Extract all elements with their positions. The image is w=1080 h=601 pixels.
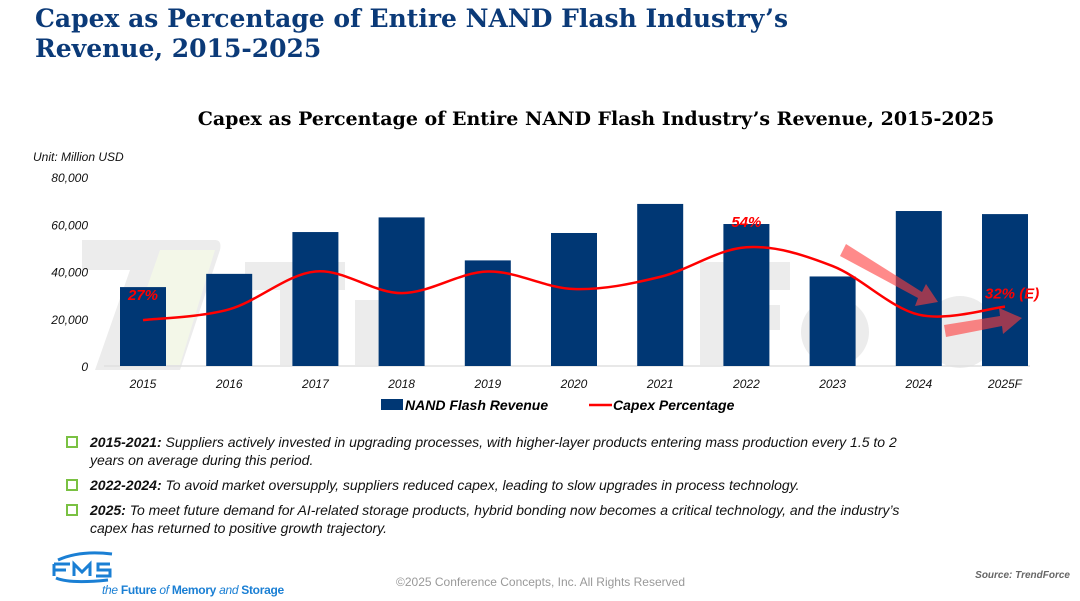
bullet-text: Suppliers actively invested in upgrading… <box>90 434 897 468</box>
up-trend-arrow <box>944 308 1022 337</box>
revenue-bar <box>723 224 770 366</box>
y-tick-label: 20,000 <box>50 313 88 327</box>
revenue-bar <box>982 214 1028 366</box>
legend: NAND Flash Revenue Capex Percentage <box>381 397 735 413</box>
x-tick-label: 2025F <box>987 377 1023 391</box>
legend-swatch-revenue <box>381 399 403 410</box>
x-tick-label: 2020 <box>560 377 588 391</box>
revenue-bar <box>464 260 511 366</box>
legend-label-revenue: NAND Flash Revenue <box>405 397 548 413</box>
y-tick-label: 40,000 <box>51 266 88 280</box>
copyright: ©2025 Conference Concepts, Inc. All Righ… <box>396 575 685 589</box>
data-label: 32% (E) <box>985 286 1039 303</box>
revenue-bar <box>551 232 597 366</box>
y-tick-label: 0 <box>81 360 88 374</box>
fms-tagline: the Future of Memory and Storage <box>102 583 284 597</box>
revenue-bar <box>292 232 339 366</box>
y-tick-label: 60,000 <box>51 218 88 232</box>
revenue-bar <box>637 203 684 366</box>
source-note: Source: TrendForce <box>975 570 1070 581</box>
bullet-label: 2025: <box>90 502 126 518</box>
data-label: 27% <box>127 287 158 304</box>
bullet-item: 2022-2024: To avoid market oversupply, s… <box>66 476 926 494</box>
chart-title: Capex as Percentage of Entire NAND Flash… <box>198 108 995 130</box>
bullet-item: 2025: To meet future demand for AI-relat… <box>66 501 926 537</box>
bullet-box-icon <box>66 479 78 491</box>
legend-label-capex: Capex Percentage <box>613 397 735 413</box>
y-tick-label: 80,000 <box>51 171 88 185</box>
trend-arrows <box>840 244 1022 337</box>
x-tick-label: 2021 <box>646 377 674 391</box>
revenue-bar <box>809 276 856 366</box>
bullet-box-icon <box>66 436 78 448</box>
x-tick-label: 2017 <box>301 377 330 391</box>
x-tick-label: 2016 <box>215 377 243 391</box>
x-tick-label: 2018 <box>387 377 415 391</box>
bullet-box-icon <box>66 504 78 516</box>
data-label: 54% <box>731 214 761 231</box>
slide-title: Capex as Percentage of Entire NAND Flash… <box>35 4 789 63</box>
fms-logo <box>52 551 113 584</box>
x-tick-label: 2015 <box>129 377 157 391</box>
bullet-item: 2015-2021: Suppliers actively invested i… <box>66 433 926 469</box>
capex-percentage-line <box>142 245 1006 322</box>
revenue-bar <box>120 287 166 366</box>
x-tick-label: 2024 <box>904 377 932 391</box>
x-tick-label: 2023 <box>818 377 846 391</box>
bullet-label: 2022-2024: <box>90 477 162 493</box>
x-tick-label: 2022 <box>732 377 760 391</box>
bullet-text: To meet future demand for AI-related sto… <box>90 502 900 536</box>
x-tick-label: 2019 <box>473 377 501 391</box>
unit-label: Unit: Million USD <box>33 150 124 164</box>
revenue-bar <box>206 273 253 366</box>
bullet-text: To avoid market oversupply, suppliers re… <box>161 477 800 493</box>
down-trend-arrow <box>840 244 938 306</box>
bullet-label: 2015-2021: <box>90 434 162 450</box>
bullet-list: 2015-2021: Suppliers actively invested i… <box>66 433 926 544</box>
